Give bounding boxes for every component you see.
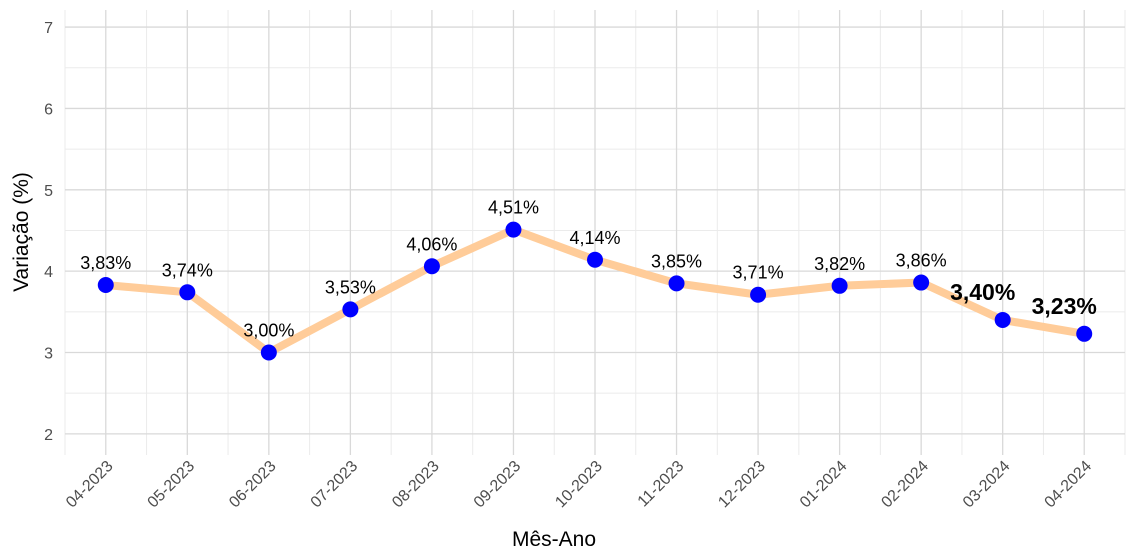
data-label: 3,86%	[896, 251, 947, 271]
data-label: 3,40%	[950, 279, 1015, 305]
data-label: 4,51%	[488, 198, 539, 218]
y-tick-label: 2	[44, 427, 53, 444]
x-tick-label: 04-2024	[1042, 458, 1096, 512]
y-tick-label: 5	[44, 183, 53, 200]
data-label: 3,71%	[733, 263, 784, 283]
x-tick-label: 02-2024	[878, 458, 932, 512]
data-label: 4,06%	[406, 234, 457, 254]
marker	[97, 276, 114, 293]
x-tick-label: 09-2023	[471, 458, 525, 512]
x-tick-label: 07-2023	[308, 458, 362, 512]
data-label: 3,82%	[814, 254, 865, 274]
x-tick-label: 01-2024	[797, 458, 851, 512]
y-tick-label: 3	[44, 345, 53, 362]
y-tick-label: 6	[44, 101, 53, 118]
y-tick-label: 4	[44, 264, 53, 281]
data-label: 3,00%	[243, 320, 294, 340]
y-axis-title: Variação (%)	[10, 172, 33, 292]
data-label: 3,74%	[162, 260, 213, 280]
data-label: 3,23%	[1032, 293, 1097, 319]
marker	[260, 344, 277, 361]
data-label: 4,14%	[569, 228, 620, 248]
marker	[423, 258, 440, 275]
marker	[913, 274, 930, 291]
data-label: 3,83%	[80, 253, 131, 273]
marker	[1076, 325, 1093, 342]
marker	[994, 311, 1011, 328]
marker	[587, 251, 603, 268]
x-axis-title: Mês-Ano	[512, 528, 596, 551]
x-tick-label: 04-2023	[63, 458, 117, 512]
marker	[505, 221, 522, 238]
x-tick-label: 12-2023	[715, 458, 769, 512]
y-tick-label: 7	[44, 20, 53, 37]
x-tick-label: 10-2023	[552, 458, 606, 512]
data-label: 3,53%	[325, 277, 376, 297]
marker	[342, 301, 359, 318]
marker	[750, 286, 767, 303]
marker	[179, 284, 196, 301]
grid	[64, 10, 1126, 455]
x-tick-label: 03-2024	[960, 458, 1014, 512]
marker	[668, 275, 685, 292]
x-tick-label: 11-2023	[635, 458, 688, 511]
x-tick-label: 05-2023	[145, 458, 199, 512]
marker	[831, 277, 848, 294]
x-tick-label: 08-2023	[389, 458, 443, 512]
x-tick-label: 06-2023	[226, 458, 280, 512]
data-label: 3,85%	[651, 251, 702, 271]
